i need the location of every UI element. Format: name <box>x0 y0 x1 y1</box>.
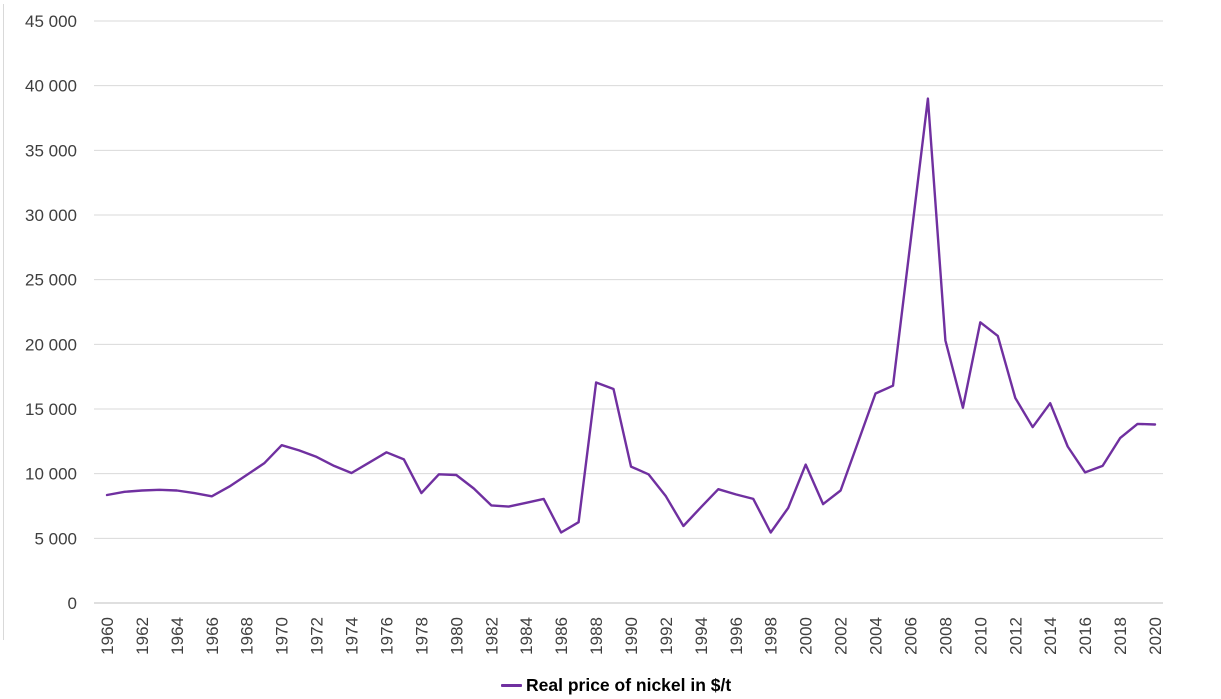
x-tick-label-2004: 2004 <box>867 617 886 655</box>
x-tick-label-2006: 2006 <box>901 617 920 655</box>
x-tick-label-2010: 2010 <box>971 617 990 655</box>
y-tick-label-5000: 5 000 <box>34 529 77 548</box>
x-tick-label-1978: 1978 <box>412 617 431 655</box>
y-tick-label-45000: 45 000 <box>25 12 77 31</box>
x-tick-label-1972: 1972 <box>308 617 327 655</box>
x-tick-label-1974: 1974 <box>343 617 362 655</box>
x-tick-label-2008: 2008 <box>936 617 955 655</box>
x-tick-label-2018: 2018 <box>1111 617 1130 655</box>
x-tick-label-1986: 1986 <box>552 617 571 655</box>
y-tick-label-15000: 15 000 <box>25 400 77 419</box>
x-tick-label-1968: 1968 <box>238 617 257 655</box>
y-tick-label-35000: 35 000 <box>25 141 77 160</box>
legend-label: Real price of nickel in $/t <box>526 675 732 695</box>
x-tick-label-1960: 1960 <box>98 617 117 655</box>
legend: Real price of nickel in $/t <box>501 675 731 696</box>
x-tick-label-1962: 1962 <box>133 617 152 655</box>
y-tick-label-10000: 10 000 <box>25 465 77 484</box>
x-tick-label-1992: 1992 <box>657 617 676 655</box>
x-tick-label-2014: 2014 <box>1041 617 1060 655</box>
y-tick-label-30000: 30 000 <box>25 206 77 225</box>
x-tick-label-1970: 1970 <box>273 617 292 655</box>
y-tick-label-0: 0 <box>68 594 77 613</box>
x-tick-label-2016: 2016 <box>1076 617 1095 655</box>
x-tick-label-2000: 2000 <box>797 617 816 655</box>
x-tick-label-2020: 2020 <box>1146 617 1165 655</box>
x-tick-label-1976: 1976 <box>377 617 396 655</box>
y-tick-label-25000: 25 000 <box>25 271 77 290</box>
x-tick-label-1964: 1964 <box>168 617 187 655</box>
x-tick-label-1982: 1982 <box>482 617 501 655</box>
x-tick-label-1980: 1980 <box>447 617 466 655</box>
x-tick-label-1988: 1988 <box>587 617 606 655</box>
legend-line-marker-icon <box>501 684 522 687</box>
x-tick-label-1996: 1996 <box>727 617 746 655</box>
x-tick-label-2012: 2012 <box>1006 617 1025 655</box>
x-tick-label-2002: 2002 <box>832 617 851 655</box>
x-tick-label-1994: 1994 <box>692 617 711 655</box>
x-tick-label-1984: 1984 <box>517 617 536 655</box>
y-tick-label-40000: 40 000 <box>25 77 77 96</box>
x-tick-label-1990: 1990 <box>622 617 641 655</box>
price-series-line <box>105 97 1157 534</box>
y-tick-label-20000: 20 000 <box>25 335 77 354</box>
x-tick-label-1966: 1966 <box>203 617 222 655</box>
x-tick-label-1998: 1998 <box>762 617 781 655</box>
